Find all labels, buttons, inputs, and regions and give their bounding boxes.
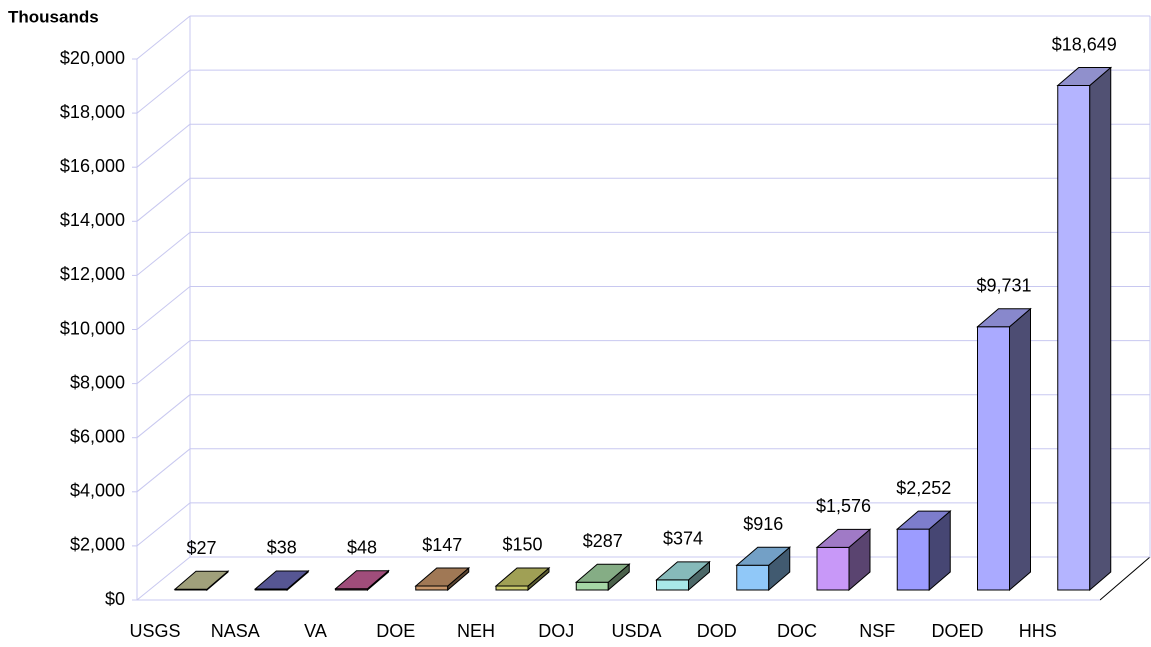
bar-top — [494, 567, 551, 587]
grid-line — [136, 123, 191, 168]
y-tick-label: $4,000 — [70, 481, 125, 501]
value-label: $9,731 — [976, 276, 1031, 296]
bar-top — [976, 308, 1032, 328]
bar — [494, 566, 551, 592]
y-tick-label: $18,000 — [60, 102, 125, 122]
y-tick-label: $6,000 — [70, 426, 125, 446]
y-tick-label: $8,000 — [70, 372, 125, 392]
y-tick-label: $16,000 — [60, 156, 125, 176]
grid-line — [136, 502, 191, 547]
bar-top — [1056, 67, 1113, 87]
x-tick-label: USDA — [611, 621, 661, 641]
bar-front — [977, 326, 1010, 591]
x-tick-label: NEH — [457, 621, 495, 641]
bar — [173, 570, 230, 592]
x-tick-label: DOE — [376, 621, 415, 641]
bar-top — [895, 510, 952, 530]
grid-line — [136, 286, 191, 330]
bar-front — [415, 585, 449, 591]
x-tick-label: DOJ — [538, 621, 574, 641]
grid-line — [136, 232, 191, 276]
grid-line — [136, 556, 191, 601]
bar-front — [575, 581, 609, 591]
grid-line — [136, 394, 191, 439]
x-tick-label: VA — [304, 621, 327, 641]
value-label: $1,576 — [816, 496, 871, 516]
bar — [334, 569, 390, 592]
value-label: $2,252 — [896, 478, 951, 498]
grid-line — [136, 177, 191, 222]
x-tick-label: DOC — [777, 621, 817, 641]
y-tick-label: $10,000 — [60, 318, 125, 338]
bar-front — [816, 546, 850, 591]
y-tick-label: $14,000 — [60, 210, 125, 230]
floor-right-edge — [1099, 556, 1151, 601]
x-tick-label: HHS — [1019, 621, 1057, 641]
bar-front — [495, 585, 529, 591]
grid-line — [136, 340, 191, 384]
x-tick-label: USGS — [129, 621, 180, 641]
y-tick-label: $0 — [105, 589, 125, 609]
value-label: $374 — [663, 529, 703, 549]
bar-front — [736, 564, 770, 591]
bar — [976, 307, 1032, 592]
value-label: $18,649 — [1052, 34, 1117, 54]
value-label: $287 — [583, 531, 623, 551]
value-label: $27 — [186, 538, 216, 558]
bar-top — [173, 570, 230, 590]
bar-top — [574, 563, 631, 583]
grid-line — [136, 69, 191, 114]
bar — [815, 528, 872, 592]
x-tick-label: NSF — [859, 621, 895, 641]
bar — [574, 563, 631, 592]
y-tick-label: $20,000 — [60, 48, 125, 68]
value-label: $48 — [347, 537, 377, 557]
bar-top — [655, 561, 711, 581]
value-label: $38 — [267, 538, 297, 558]
x-tick-label: DOD — [697, 621, 737, 641]
bar — [895, 509, 952, 592]
value-label: $150 — [502, 535, 542, 555]
bar — [414, 566, 471, 592]
bar-top — [414, 567, 471, 587]
bar — [1056, 66, 1113, 592]
bar-top — [815, 528, 872, 548]
bar — [655, 560, 711, 592]
x-tick-label: DOED — [931, 621, 983, 641]
value-label: $916 — [743, 514, 783, 534]
bar-top — [334, 570, 390, 590]
bar — [253, 569, 310, 592]
bar-front — [896, 528, 930, 591]
y-tick-label: $2,000 — [70, 535, 125, 555]
bar-side — [1009, 307, 1031, 592]
y-axis-label: Thousands — [8, 7, 99, 26]
y-tick-label: $12,000 — [60, 264, 125, 284]
grid-line — [136, 15, 191, 60]
x-tick-label: NASA — [211, 621, 260, 641]
grid-line — [136, 448, 191, 493]
bar-top — [735, 546, 792, 566]
bar-side — [1089, 66, 1112, 592]
bar — [735, 546, 792, 592]
bar-top — [253, 570, 310, 590]
bar-front — [656, 579, 689, 591]
bar-front — [1057, 85, 1091, 591]
value-label: $147 — [422, 535, 462, 555]
